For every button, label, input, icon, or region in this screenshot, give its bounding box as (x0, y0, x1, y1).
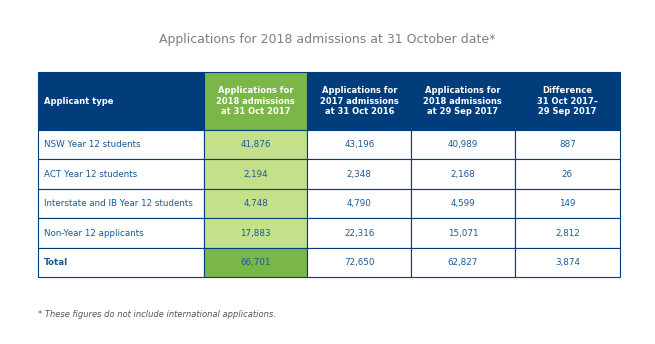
Bar (38, 72, 204, 130)
Bar (307, 72, 411, 130)
Text: 22,316: 22,316 (344, 229, 375, 238)
Text: 15,071: 15,071 (447, 229, 478, 238)
Bar (307, 248, 411, 278)
Text: 17,883: 17,883 (240, 229, 271, 238)
Text: Total: Total (44, 258, 68, 267)
Text: 4,748: 4,748 (243, 199, 268, 208)
Text: Applications for
2018 admissions
at 31 Oct 2017: Applications for 2018 admissions at 31 O… (216, 86, 295, 116)
Text: Interstate and IB Year 12 students: Interstate and IB Year 12 students (44, 199, 193, 208)
Bar (411, 248, 515, 278)
Bar (204, 160, 307, 189)
Text: 26: 26 (562, 170, 573, 179)
Bar (307, 218, 411, 248)
Bar (411, 72, 515, 130)
Text: * These figures do not include international applications.: * These figures do not include internati… (38, 310, 276, 319)
Text: 149: 149 (559, 199, 576, 208)
Bar (38, 160, 204, 189)
Bar (515, 248, 620, 278)
Bar (515, 160, 620, 189)
Bar (38, 218, 204, 248)
Text: 72,650: 72,650 (344, 258, 375, 267)
Text: Applications for
2017 admissions
at 31 Oct 2016: Applications for 2017 admissions at 31 O… (320, 86, 399, 116)
Text: 4,599: 4,599 (451, 199, 476, 208)
Text: 66,701: 66,701 (240, 258, 271, 267)
Bar (38, 130, 204, 160)
Bar (204, 72, 307, 130)
Text: Difference
31 Oct 2017–
29 Sep 2017: Difference 31 Oct 2017– 29 Sep 2017 (537, 86, 598, 116)
Bar (38, 189, 204, 218)
Bar (204, 218, 307, 248)
Text: 2,168: 2,168 (451, 170, 476, 179)
Bar (515, 189, 620, 218)
Bar (411, 160, 515, 189)
Bar (204, 189, 307, 218)
Text: Applications for
2018 admissions
at 29 Sep 2017: Applications for 2018 admissions at 29 S… (424, 86, 502, 116)
Bar (411, 189, 515, 218)
Text: ACT Year 12 students: ACT Year 12 students (44, 170, 138, 179)
Text: 40,989: 40,989 (447, 140, 478, 149)
Text: Applications for 2018 admissions at 31 October date*: Applications for 2018 admissions at 31 O… (159, 33, 496, 46)
Text: Non-Year 12 applicants: Non-Year 12 applicants (44, 229, 143, 238)
Text: 2,812: 2,812 (555, 229, 580, 238)
Text: 887: 887 (559, 140, 576, 149)
Bar (515, 218, 620, 248)
Text: NSW Year 12 students: NSW Year 12 students (44, 140, 141, 149)
Bar (411, 218, 515, 248)
Text: 43,196: 43,196 (344, 140, 375, 149)
Bar (515, 130, 620, 160)
Text: Applicant type: Applicant type (44, 97, 113, 106)
Bar (307, 189, 411, 218)
Text: 62,827: 62,827 (447, 258, 478, 267)
Bar (307, 130, 411, 160)
Bar (515, 72, 620, 130)
Text: 2,348: 2,348 (347, 170, 371, 179)
Text: 2,194: 2,194 (244, 170, 268, 179)
Bar (307, 160, 411, 189)
Bar (38, 248, 204, 278)
Bar (204, 130, 307, 160)
Text: 4,790: 4,790 (347, 199, 371, 208)
Bar (204, 248, 307, 278)
Text: 3,874: 3,874 (555, 258, 580, 267)
Bar (411, 130, 515, 160)
Text: 41,876: 41,876 (240, 140, 271, 149)
